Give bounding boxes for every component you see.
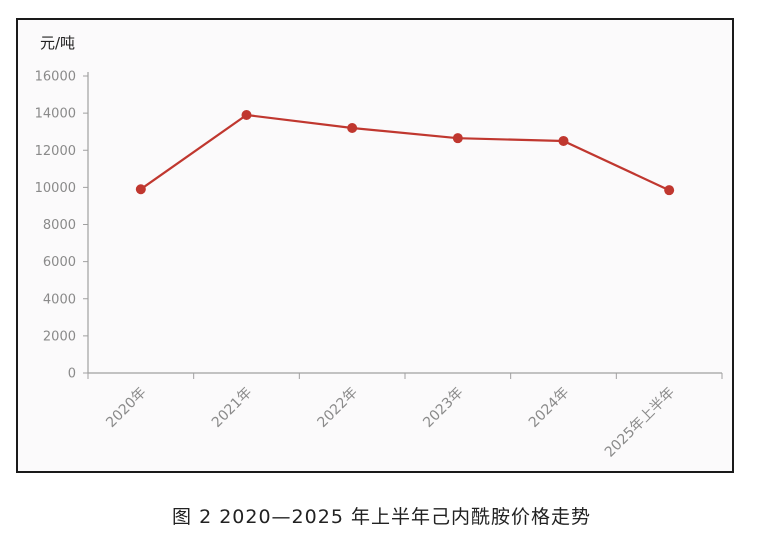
figure-caption: 图 2 2020—2025 年上半年己内酰胺价格走势 xyxy=(172,506,591,528)
data-point xyxy=(347,122,358,133)
y-axis-unit-label: 元/吨 xyxy=(40,34,76,52)
x-tick-label: 2023年 xyxy=(420,385,466,431)
y-tick-label: 8000 xyxy=(43,218,76,233)
y-tick-label: 2000 xyxy=(43,329,76,344)
data-point xyxy=(558,135,569,146)
line-chart: 0 2000 4000 6000 8000 10000 12000 14000 16000 202… xyxy=(35,70,723,461)
data-point xyxy=(135,184,146,195)
series-line-layer xyxy=(140,113,670,192)
data-points-layer xyxy=(135,109,675,196)
x-tick-label: 2022年 xyxy=(315,385,361,431)
x-tick-label: 2020年 xyxy=(103,385,149,431)
data-point xyxy=(664,185,675,196)
x-tick-label: 2021年 xyxy=(209,385,255,431)
data-point xyxy=(241,109,252,120)
y-tick-label: 14000 xyxy=(35,107,76,122)
x-tick-label: 2025年上半年 xyxy=(602,385,678,461)
series-line xyxy=(140,113,670,192)
y-tick-label: 12000 xyxy=(35,144,76,159)
y-tick-label: 0 xyxy=(68,367,76,382)
y-tick-label: 10000 xyxy=(35,181,76,196)
x-tick-label: 2024年 xyxy=(526,385,572,431)
chart-frame: 元/吨 0 2000 4000 6000 8000 10000 12000 14000 1600… xyxy=(16,18,734,473)
y-tick-label: 6000 xyxy=(43,255,76,270)
axes: 0 2000 4000 6000 8000 10000 12000 14000 16000 202… xyxy=(35,70,723,461)
data-point xyxy=(452,133,463,144)
y-tick-label: 16000 xyxy=(35,70,76,85)
y-tick-label: 4000 xyxy=(43,292,76,307)
